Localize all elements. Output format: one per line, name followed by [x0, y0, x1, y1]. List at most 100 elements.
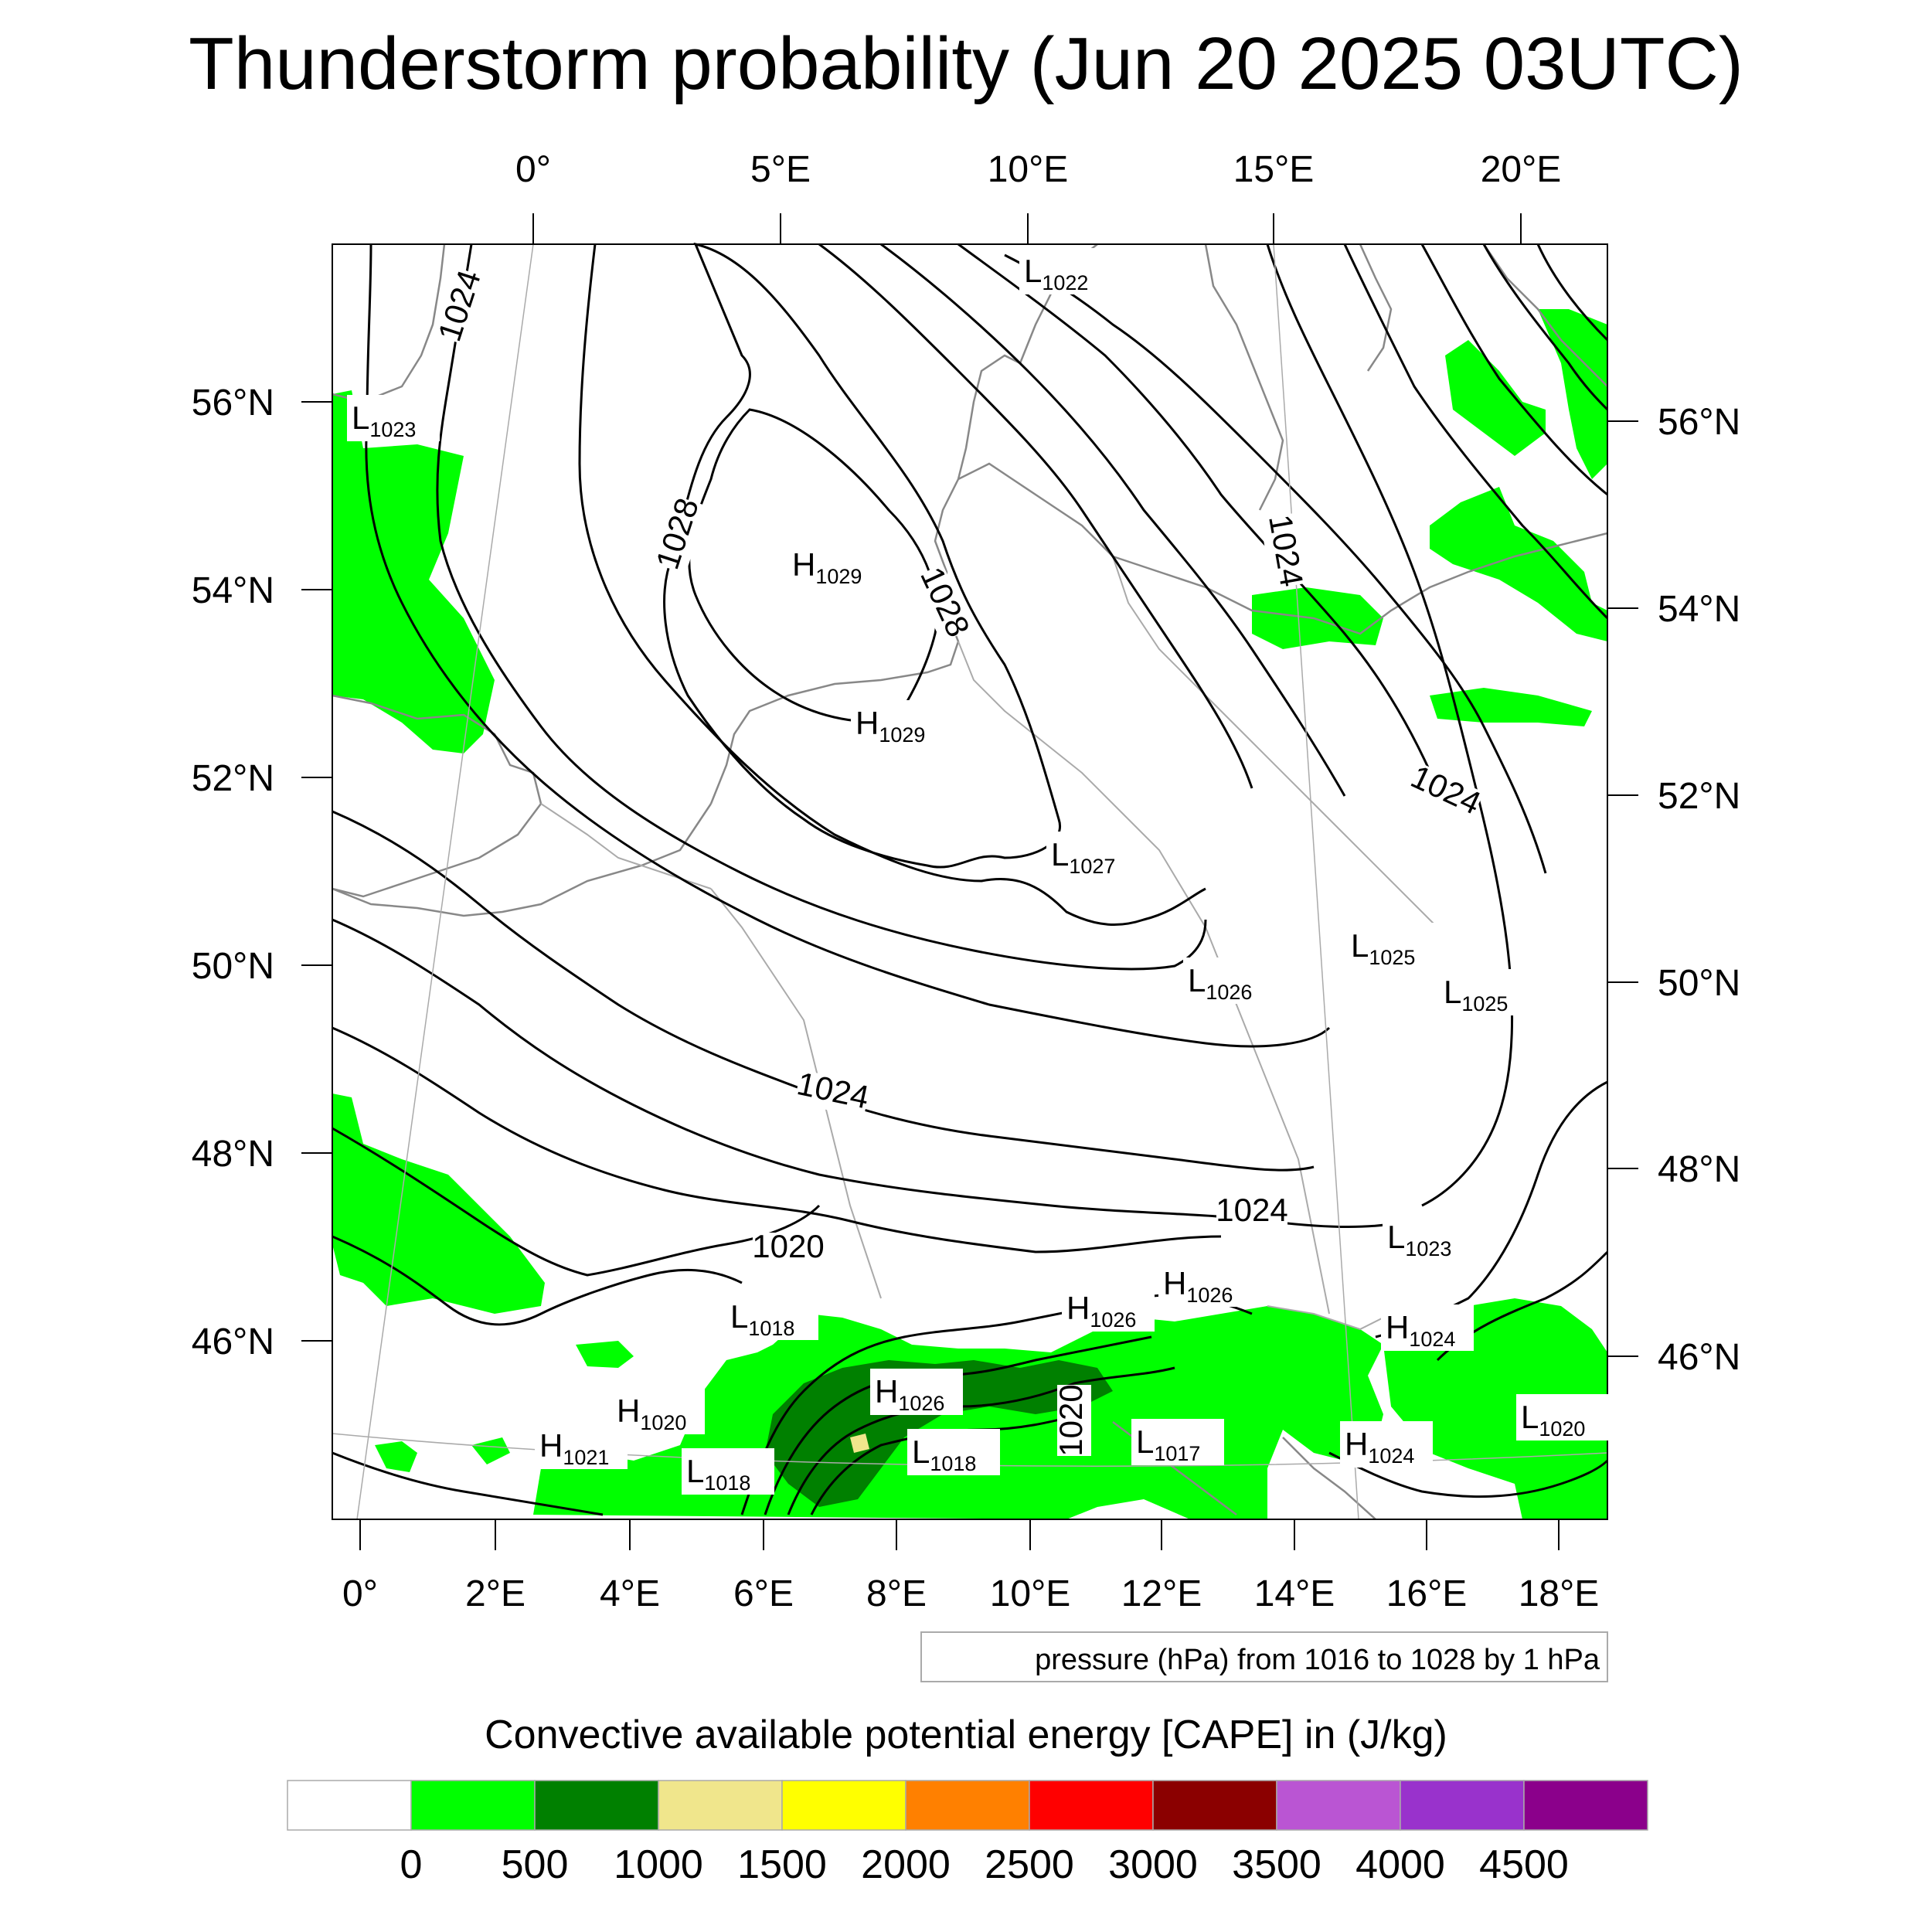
- colorbar-swatches: [287, 1780, 1648, 1831]
- isobar-north-3: [957, 243, 1439, 789]
- pressure-center-label: H1024: [1340, 1421, 1433, 1468]
- right-lat-label: 50°N: [1658, 963, 1740, 1004]
- pressure-center-label: L1017: [1131, 1419, 1224, 1465]
- colorbar-title: Convective available potential energy [C…: [485, 1713, 1447, 1757]
- bottom-lon-label: 18°E: [1519, 1573, 1600, 1614]
- pressure-center-text: H1024: [1345, 1426, 1414, 1468]
- pressure-center-text: L1023: [1387, 1219, 1451, 1260]
- pressure-center-label: H1029: [851, 700, 944, 747]
- right-lat-label: 48°N: [1658, 1149, 1740, 1190]
- pressure-center-text: H1026: [1163, 1265, 1233, 1307]
- colorbar-swatch: [1029, 1780, 1154, 1831]
- colorbar-swatch: [1400, 1780, 1525, 1831]
- colorbar-swatch: [1523, 1780, 1648, 1831]
- top-lon-label: 10°E: [988, 149, 1069, 190]
- pressure-center-bg: [682, 1448, 774, 1495]
- cape-area-northeast: [1430, 487, 1607, 641]
- top-lon-label: 20°E: [1481, 149, 1562, 190]
- pressure-center-label: H1026: [1158, 1260, 1251, 1307]
- right-lat-label: 46°N: [1658, 1337, 1740, 1378]
- meridian-15e: [1273, 243, 1359, 1520]
- isobar-label-text: 1024: [1216, 1192, 1287, 1228]
- left-lat-label: 50°N: [192, 946, 274, 987]
- colorbar-label: 3500: [1232, 1842, 1321, 1887]
- pressure-center-label: L1023: [347, 395, 440, 441]
- colorbar-swatch: [410, 1780, 536, 1831]
- bottom-lon-label: 8°E: [866, 1573, 927, 1614]
- isobar-1026: [436, 243, 1207, 971]
- cape-area-poland: [1252, 587, 1383, 649]
- bottom-lon-label: 14°E: [1254, 1573, 1335, 1614]
- pressure-center-label: L1023: [1383, 1214, 1475, 1260]
- pressure-center-label: H1026: [870, 1369, 963, 1415]
- isobar-label-bg: [911, 563, 973, 643]
- colorbar-swatch: [781, 1780, 906, 1831]
- pressure-center-text: H1029: [792, 546, 862, 588]
- pressure-center-text: L1018: [912, 1434, 976, 1475]
- isobar-1020: [332, 1235, 743, 1326]
- isobar-value-label: 1024: [1216, 1192, 1288, 1230]
- figure-title: Thunderstorm probability (Jun 20 2025 03…: [189, 22, 1743, 105]
- pressure-center-bg: [1062, 1285, 1155, 1332]
- pressure-center-text: L1018: [730, 1298, 794, 1340]
- isobar-label-bg: [753, 1233, 824, 1267]
- isobar-info-text: pressure (hPa) from 1016 to 1028 by 1 hP…: [1035, 1644, 1600, 1676]
- pressure-center-text: L1022: [1024, 253, 1088, 294]
- isobar-value-label: 1020: [752, 1228, 825, 1267]
- isobar-label-text: 1020: [1053, 1384, 1089, 1456]
- cape-area-britain: [332, 390, 495, 753]
- pressure-center-bg: [1183, 957, 1276, 1004]
- pressure-center-label: H1026: [1062, 1285, 1155, 1332]
- pressure-center-text: H1029: [855, 705, 925, 747]
- top-lon-label: 0°: [515, 149, 551, 190]
- colorbar-swatch: [658, 1780, 783, 1831]
- pressure-center-label: L1022: [1019, 248, 1112, 294]
- pressure-center-label: H1029: [787, 542, 880, 588]
- cape-area-balkans: [1383, 1298, 1607, 1519]
- cape-area-baltic-states: [1445, 340, 1546, 456]
- pressure-center-label: H1021: [535, 1423, 628, 1469]
- left-lat-label: 54°N: [192, 570, 274, 611]
- pressure-center-label: L1018: [907, 1429, 1000, 1475]
- left-lat-label: 48°N: [192, 1134, 274, 1175]
- bottom-lon-label: 12°E: [1121, 1573, 1202, 1614]
- pressure-center-bg: [1346, 923, 1439, 969]
- isobar-east-2: [1420, 243, 1608, 496]
- pressure-center-text: L1026: [1188, 962, 1252, 1004]
- colorbar-label: 2500: [985, 1842, 1074, 1887]
- pressure-center-text: H1024: [1386, 1309, 1455, 1351]
- pressure-center-bg: [870, 1369, 963, 1415]
- isobar-north-1: [818, 243, 1253, 789]
- pressure-center-label: L1018: [682, 1448, 774, 1495]
- cape-area-sw-patch-1: [375, 1441, 417, 1472]
- colorbar-swatch: [1152, 1780, 1277, 1831]
- pressure-center-text: H1026: [1066, 1290, 1136, 1332]
- cape-area-alps-core: [765, 1360, 1113, 1507]
- map-axes: 0° 5°E 10°E 15°E 20°E 0° 2°E 4°E 6°E 8°E 10°E 12°E 1…: [192, 149, 1741, 1614]
- colorbar-label: 1500: [737, 1842, 827, 1887]
- colorbar: Convective available potential energy [C…: [287, 1713, 1648, 1887]
- top-lon-label: 5°E: [750, 149, 811, 190]
- isobar-label-bg: [435, 267, 490, 346]
- bottom-lon-label: 0°: [342, 1573, 378, 1614]
- pressure-center-text: L1018: [686, 1453, 750, 1495]
- colorbar-label: 2000: [861, 1842, 951, 1887]
- isobar-label-bg: [794, 1070, 871, 1118]
- pressure-center-label: L1020: [1516, 1394, 1609, 1440]
- isobar-label-bg: [1405, 762, 1485, 824]
- colorbar-label: 500: [502, 1842, 569, 1887]
- right-lat-label: 52°N: [1658, 776, 1740, 817]
- isobar-info-box: pressure (hPa) from 1016 to 1028 by 1 hP…: [920, 1631, 1608, 1682]
- pressure-center-bg: [1381, 1304, 1474, 1351]
- pressure-center-bg: [1383, 1214, 1475, 1260]
- pressure-center-text: L1017: [1136, 1423, 1200, 1465]
- colorbar-swatch: [905, 1780, 1030, 1831]
- pressure-center-text: L1025: [1351, 927, 1415, 969]
- bottom-lon-label: 4°E: [600, 1573, 660, 1614]
- isobar-east-3: [1482, 243, 1609, 411]
- colorbar-label: 3000: [1108, 1842, 1198, 1887]
- isobar-value-label: 1020: [1053, 1384, 1091, 1457]
- coastline-baltic-east: [1359, 243, 1608, 387]
- coastline-denmark: [957, 462, 1114, 557]
- pressure-center-bg: [1019, 248, 1112, 294]
